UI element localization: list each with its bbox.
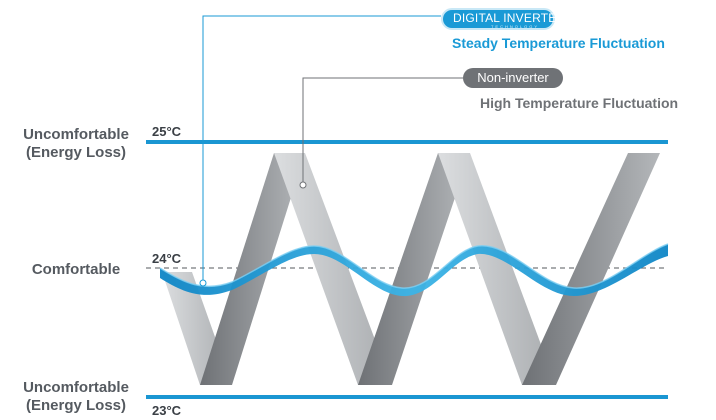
non-inverter-description: High Temperature Fluctuation	[480, 95, 679, 111]
zigzag-falling-leg-3	[438, 153, 556, 385]
inverter-leader-dot	[199, 279, 207, 287]
top-zone-label: Uncomfortable (Energy Loss)	[6, 126, 146, 162]
mid-zone-label-text: Comfortable	[31, 261, 121, 278]
zigzag-rising-leg-1	[200, 153, 305, 385]
inverter-leader-line	[202, 15, 441, 283]
temp-high-label: 25°C	[152, 124, 182, 139]
non-inverter-leader-line	[302, 77, 463, 185]
non-inverter-leader-dot	[299, 181, 307, 189]
mid-zone-label: Comfortable	[6, 261, 146, 279]
zigzag-rising-leg-2	[358, 153, 470, 385]
non-inverter-zigzag	[162, 153, 660, 385]
inverter-badge-subtext: TECHNOLOGY	[490, 24, 539, 29]
temp-mid-label: 24°C	[152, 251, 182, 266]
bottom-zone-label-line2: (Energy Loss)	[25, 397, 127, 414]
inverter-badge: DIGITAL INVERTER TECHNOLOGY	[441, 8, 566, 30]
non-inverter-badge: Non-inverter	[463, 68, 563, 88]
bottom-zone-label: Uncomfortable (Energy Loss)	[6, 379, 146, 415]
inverter-badge-text: DIGITAL INVERTER	[453, 11, 566, 25]
top-zone-label-line2: (Energy Loss)	[25, 144, 127, 161]
zigzag-falling-leg-2	[274, 153, 392, 385]
zigzag-rising-leg-3	[522, 153, 660, 385]
inverter-wave	[159, 243, 669, 297]
inverter-description: Steady Temperature Fluctuation	[452, 35, 665, 51]
wave-ribbon	[160, 244, 668, 297]
temp-low-label: 23°C	[152, 403, 182, 418]
top-zone-label-line1: Uncomfortable	[23, 126, 129, 143]
bottom-zone-label-line1: Uncomfortable	[23, 379, 129, 396]
wave-highlight	[159, 243, 669, 289]
